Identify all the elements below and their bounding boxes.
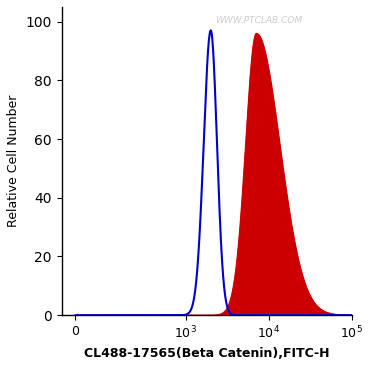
Y-axis label: Relative Cell Number: Relative Cell Number [7, 95, 20, 227]
X-axis label: CL488-17565(Beta Catenin),FITC-H: CL488-17565(Beta Catenin),FITC-H [84, 347, 329, 360]
Text: WWW.PTCLAB.COM: WWW.PTCLAB.COM [215, 16, 302, 25]
